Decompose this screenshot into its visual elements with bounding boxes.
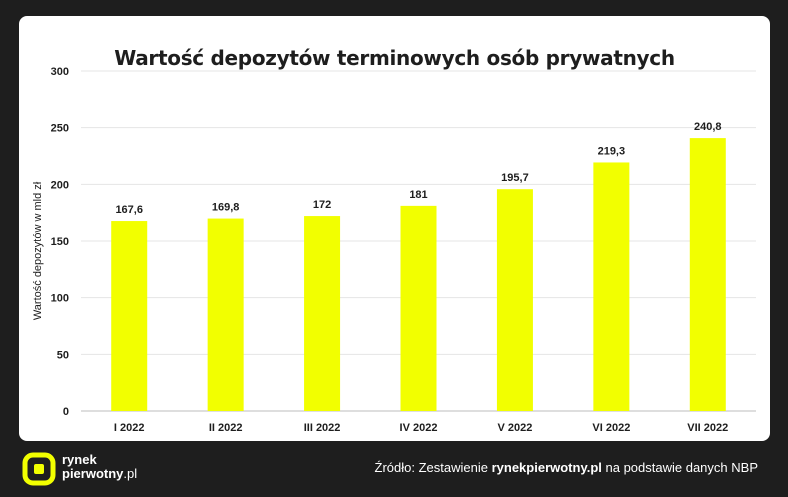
logo-icon <box>22 452 56 486</box>
x-tick-label: III 2022 <box>304 422 341 434</box>
y-tick-label: 250 <box>51 123 69 135</box>
y-tick-label: 100 <box>51 293 69 305</box>
data-label: 240,8 <box>694 121 722 133</box>
y-tick-label: 300 <box>51 66 69 78</box>
brand-line2: pierwotny <box>62 466 124 481</box>
x-tick-label: VII 2022 <box>687 422 728 434</box>
brand-suffix: .pl <box>123 466 138 481</box>
bar <box>400 205 437 411</box>
source-prefix: Źródło: Zestawienie <box>374 460 492 475</box>
brand-name: rynek pierwotny.pl <box>62 453 137 481</box>
x-tick-label: II 2022 <box>209 422 243 434</box>
y-axis-label: Wartość depozytów w mld zł <box>32 181 44 320</box>
source-note: Źródło: Zestawienie rynekpierwotny.pl na… <box>375 460 758 475</box>
data-label: 181 <box>409 189 427 201</box>
bar <box>593 162 630 411</box>
x-tick-label: I 2022 <box>114 422 145 434</box>
y-tick-label: 200 <box>51 179 69 191</box>
data-label: 219,3 <box>598 145 626 157</box>
chart-card: Wartość depozytów terminowych osób prywa… <box>19 16 770 441</box>
x-tick-label: IV 2022 <box>400 422 438 434</box>
brand-line1: rynek <box>62 452 97 467</box>
chart-title: Wartość depozytów terminowych osób prywa… <box>114 46 675 70</box>
bar <box>304 216 341 411</box>
y-tick-label: 150 <box>51 236 69 248</box>
x-tick-label: V 2022 <box>497 422 532 434</box>
bar <box>111 221 148 411</box>
y-tick-label: 50 <box>57 349 69 361</box>
data-label: 169,8 <box>212 202 240 214</box>
bar <box>689 138 726 411</box>
bar <box>496 189 533 411</box>
bar <box>207 218 244 411</box>
x-tick-label: VI 2022 <box>592 422 630 434</box>
data-label: 172 <box>313 199 331 211</box>
bar-chart: 0 50 100 150 200 250 300 Wartość depozytów w ml… <box>32 66 756 434</box>
data-label: 167,6 <box>115 204 143 216</box>
data-label: 195,7 <box>501 172 529 184</box>
y-tick-label: 0 <box>63 406 69 418</box>
source-brand: rynekpierwotny.pl <box>491 460 602 475</box>
source-suffix: na podstawie danych NBP <box>601 460 759 475</box>
